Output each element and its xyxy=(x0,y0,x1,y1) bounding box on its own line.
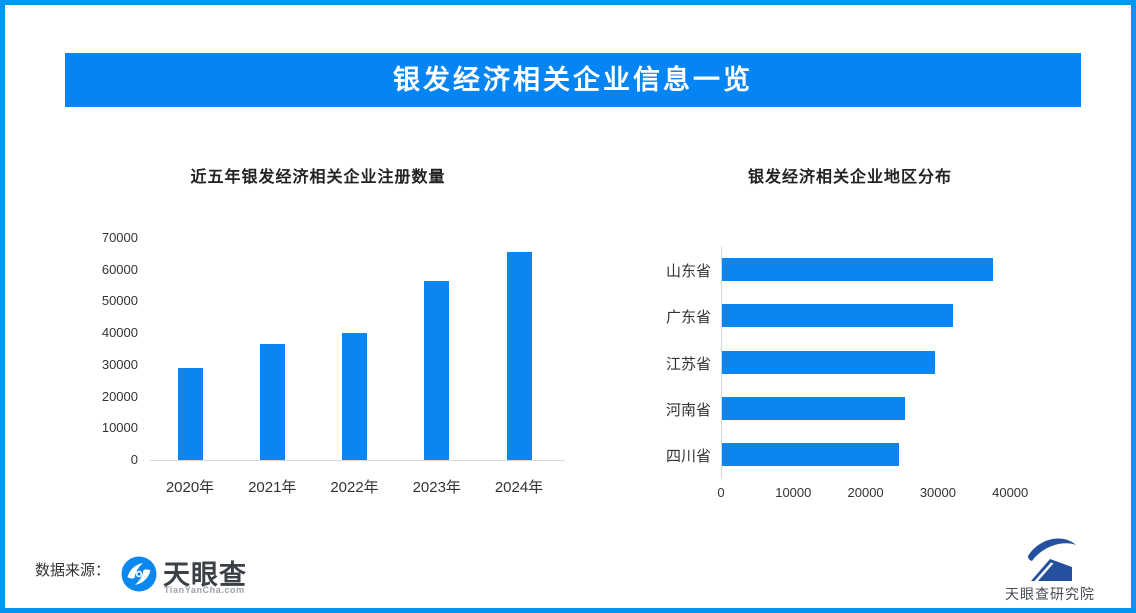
left-chart-ytick-label: 20000 xyxy=(101,388,138,404)
right-chart-title: 银发经济相关企业地区分布 xyxy=(747,169,952,186)
left-chart-category-label: 2023年 xyxy=(412,479,461,496)
right-chart-category-label: 河南省 xyxy=(665,401,711,419)
tianyancha-logo-name: 天眼查 xyxy=(163,560,247,590)
research-institute-icon xyxy=(1019,535,1081,588)
research-institute-logo: 天眼查研究院 xyxy=(995,535,1105,605)
right-chart-category-label: 广东省 xyxy=(665,309,711,327)
right-chart-bar xyxy=(722,258,994,281)
right-chart-xtick-label: 10000 xyxy=(775,485,812,500)
right-chart-xtick-label: 20000 xyxy=(847,485,884,500)
left-chart-ytick-label: 70000 xyxy=(101,230,138,245)
right-chart-category-label: 江苏省 xyxy=(665,355,711,373)
left-chart-ytick-label: 50000 xyxy=(101,293,138,309)
left-chart-bar xyxy=(424,280,450,460)
banner-title: 银发经济相关企业信息一览 xyxy=(65,53,1081,107)
left-chart-bar xyxy=(506,252,532,460)
data-source-label: 数据来源： xyxy=(35,562,111,579)
left-chart-ytick-label: 30000 xyxy=(101,356,138,372)
left-chart-bar xyxy=(177,368,203,460)
left-chart-ytick-label: 40000 xyxy=(101,325,138,341)
right-chart-xtick-label: 0 xyxy=(717,485,725,500)
right-chart-bar xyxy=(722,443,900,466)
research-institute-label: 天眼查研究院 xyxy=(1005,586,1095,602)
left-chart-category-label: 2021年 xyxy=(248,479,297,496)
tianyancha-logo: 天眼查 TianYanCha.com xyxy=(121,555,251,600)
left-chart-ytick-label: 60000 xyxy=(101,261,138,277)
right-chart-y-axis-line xyxy=(721,247,722,479)
left-chart-category-label: 2022年 xyxy=(330,479,379,496)
left-chart-category-label: 2020年 xyxy=(165,479,215,496)
right-chart-xtick-label: 30000 xyxy=(919,485,956,500)
tianyancha-eye-icon xyxy=(121,556,157,597)
chart-distribution-by-region: 银发经济相关企业地区分布 0 10000 20000 30000 40000 山东省广东省… xyxy=(635,155,1125,535)
left-chart-ytick-label: 10000 xyxy=(101,420,138,436)
left-chart-ytick-label: 0 xyxy=(130,452,138,467)
left-chart-category-label: 2024年 xyxy=(494,479,544,496)
right-chart-bar xyxy=(722,396,905,420)
left-chart-bar xyxy=(342,333,367,460)
right-chart-category-label: 山东省 xyxy=(665,263,711,280)
right-chart-bar xyxy=(722,350,936,374)
right-chart-category-label: 四川省 xyxy=(665,448,711,465)
left-chart-x-axis-line xyxy=(150,460,565,461)
right-chart-bar xyxy=(722,304,954,328)
tianyancha-logo-url: TianYanCha.com xyxy=(164,585,245,595)
chart-registrations-by-year: 近五年银发经济相关企业注册数量 0 10000 20000 30000 40000 500… xyxy=(68,155,568,535)
left-chart-title: 近五年银发经济相关企业注册数量 xyxy=(190,169,446,186)
left-chart-bar xyxy=(259,344,285,460)
right-chart-xtick-label: 40000 xyxy=(992,485,1029,500)
